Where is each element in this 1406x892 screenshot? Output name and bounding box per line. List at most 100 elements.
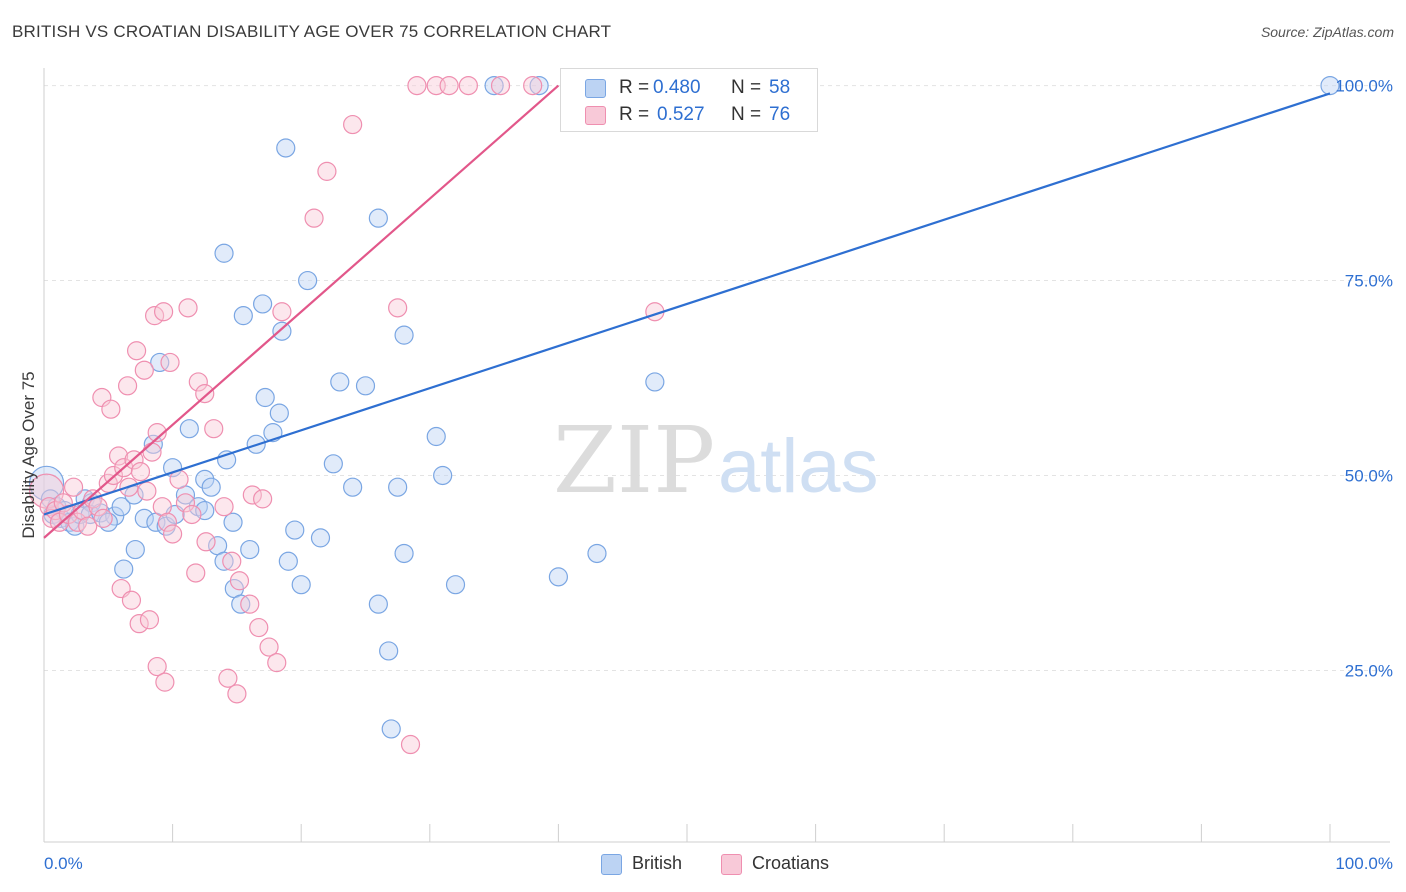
british-point: [548, 567, 569, 587]
croatian-point: [147, 423, 167, 443]
british-point: [223, 512, 243, 532]
croatian-point: [267, 653, 287, 673]
croatian-point: [407, 75, 427, 96]
british-point: [645, 372, 665, 392]
croatian-point: [204, 419, 224, 439]
croatian-point: [163, 524, 183, 544]
british-point: [433, 465, 453, 486]
x-tick-label: 100.0%: [1335, 854, 1393, 873]
croatian-point: [240, 594, 260, 614]
r-label: R =: [619, 77, 650, 98]
british-point: [1320, 75, 1340, 96]
british-point: [310, 528, 331, 548]
croatian-trend-line: [43, 84, 560, 539]
british-point: [291, 575, 311, 595]
croatian-point: [218, 668, 238, 688]
british-point: [426, 426, 446, 447]
british-point: [272, 321, 292, 341]
croatian-point: [130, 461, 151, 482]
y-tick-label: 75.0%: [1345, 272, 1393, 291]
croatian-point: [126, 341, 147, 361]
croatian-point: [214, 497, 234, 517]
y-tick-label: 100.0%: [1335, 77, 1393, 96]
croatian-point: [152, 497, 172, 517]
british-point: [484, 75, 504, 96]
british-point: [330, 372, 350, 392]
british-point: [134, 508, 154, 528]
croatian-swatch: [585, 106, 606, 125]
croatian-point: [137, 481, 157, 501]
croatian-swatch: [721, 854, 742, 875]
british-point: [240, 539, 260, 560]
british-trend-line: [43, 92, 1331, 516]
british-point: [269, 403, 289, 423]
croatian-point: [108, 446, 129, 466]
croatian-point: [93, 508, 113, 528]
r-label: R =: [619, 104, 650, 125]
british-point: [379, 641, 399, 661]
british-point: [529, 75, 549, 96]
british-point: [255, 387, 275, 408]
british-point: [445, 575, 466, 595]
croatian-point: [388, 298, 408, 318]
croatian-point: [101, 399, 121, 419]
british-swatch: [601, 854, 622, 875]
watermark: ZIP atlas: [553, 407, 879, 514]
croatian-point: [186, 563, 206, 583]
croatian-point: [178, 298, 198, 318]
british-point: [179, 419, 199, 439]
croatian-point: [222, 551, 242, 571]
croatian-point: [490, 75, 511, 96]
legend-label: British: [632, 853, 683, 873]
n-label: N =: [731, 104, 762, 125]
british-point: [214, 243, 234, 263]
british-point: [394, 325, 414, 345]
r-value: 0.527: [657, 104, 705, 125]
croatian-point: [253, 489, 273, 509]
british-point: [355, 376, 376, 396]
british-point: [587, 543, 607, 564]
r-value: 0.480: [653, 77, 701, 98]
british-point: [143, 434, 163, 454]
stats-legend: R = 0.480 N = 58 R = 0.527 N = 76: [560, 68, 818, 132]
british-point: [195, 469, 215, 489]
british-point: [388, 477, 408, 497]
y-axis-label: Disability Age Over 75: [19, 371, 38, 538]
croatian-point: [227, 684, 247, 704]
croatian-point: [153, 302, 174, 322]
british-point: [394, 543, 414, 564]
british-point: [276, 138, 296, 158]
croatian-point: [304, 208, 324, 228]
y-tick-label: 50.0%: [1345, 466, 1393, 485]
croatian-point: [63, 477, 84, 497]
axes: [43, 68, 1390, 843]
croatian-point: [523, 75, 543, 96]
british-point: [233, 306, 253, 326]
british-point: [323, 454, 343, 474]
croatian-point: [157, 512, 178, 532]
croatian-point: [117, 376, 138, 396]
croatian-point: [175, 493, 196, 513]
british-point: [201, 477, 221, 497]
croatian-point: [259, 637, 279, 657]
british-point: [285, 520, 305, 540]
x-tick-label: 0.0%: [44, 854, 83, 873]
croatian-point: [317, 161, 337, 181]
legend-label: Croatians: [752, 853, 830, 873]
croatian-point: [343, 114, 363, 135]
croatian-point: [439, 75, 459, 96]
watermark-zip: ZIP: [553, 407, 715, 514]
croatian-point: [188, 372, 208, 392]
british-point: [381, 719, 401, 739]
british-point: [125, 539, 145, 560]
croatian-point: [272, 302, 292, 322]
british-point: [343, 477, 363, 497]
croatian-point: [160, 352, 180, 373]
croatian-point: [142, 442, 162, 462]
trend-lines: [43, 84, 1331, 539]
croatian-point: [400, 734, 421, 755]
croatian-point: [242, 485, 262, 505]
british-point: [111, 497, 131, 517]
croatian-point: [134, 360, 154, 380]
